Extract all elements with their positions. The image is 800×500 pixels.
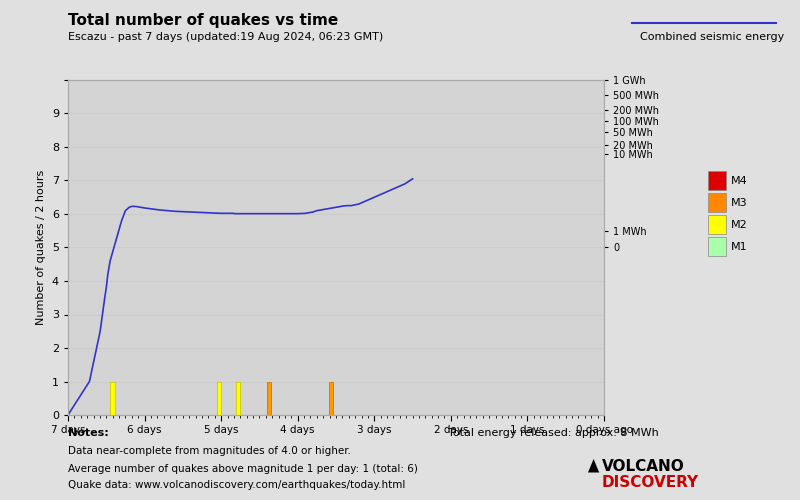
Bar <box>110 382 114 415</box>
Bar <box>236 382 240 415</box>
Text: Total energy released: approx. 8 MWh: Total energy released: approx. 8 MWh <box>448 428 658 438</box>
Bar <box>267 382 271 415</box>
Text: DISCOVERY: DISCOVERY <box>602 475 698 490</box>
Text: Data near-complete from magnitudes of 4.0 or higher.: Data near-complete from magnitudes of 4.… <box>68 446 351 456</box>
Text: M4: M4 <box>730 176 747 186</box>
Text: Combined seismic energy: Combined seismic energy <box>640 32 784 42</box>
Text: Notes:: Notes: <box>68 428 109 438</box>
Bar <box>329 382 333 415</box>
Text: Escazu - past 7 days (updated:19 Aug 2024, 06:23 GMT): Escazu - past 7 days (updated:19 Aug 202… <box>68 32 383 42</box>
Text: M3: M3 <box>730 198 747 207</box>
Text: VOLCANO: VOLCANO <box>602 459 684 474</box>
Y-axis label: Number of quakes / 2 hours: Number of quakes / 2 hours <box>36 170 46 325</box>
Text: Quake data: www.volcanodiscovery.com/earthquakes/today.html: Quake data: www.volcanodiscovery.com/ear… <box>68 480 406 490</box>
Bar <box>217 382 221 415</box>
Text: M2: M2 <box>730 220 747 230</box>
Text: Average number of quakes above magnitude 1 per day: 1 (total: 6): Average number of quakes above magnitude… <box>68 464 418 473</box>
Text: Total number of quakes vs time: Total number of quakes vs time <box>68 12 338 28</box>
Text: M1: M1 <box>730 242 747 252</box>
